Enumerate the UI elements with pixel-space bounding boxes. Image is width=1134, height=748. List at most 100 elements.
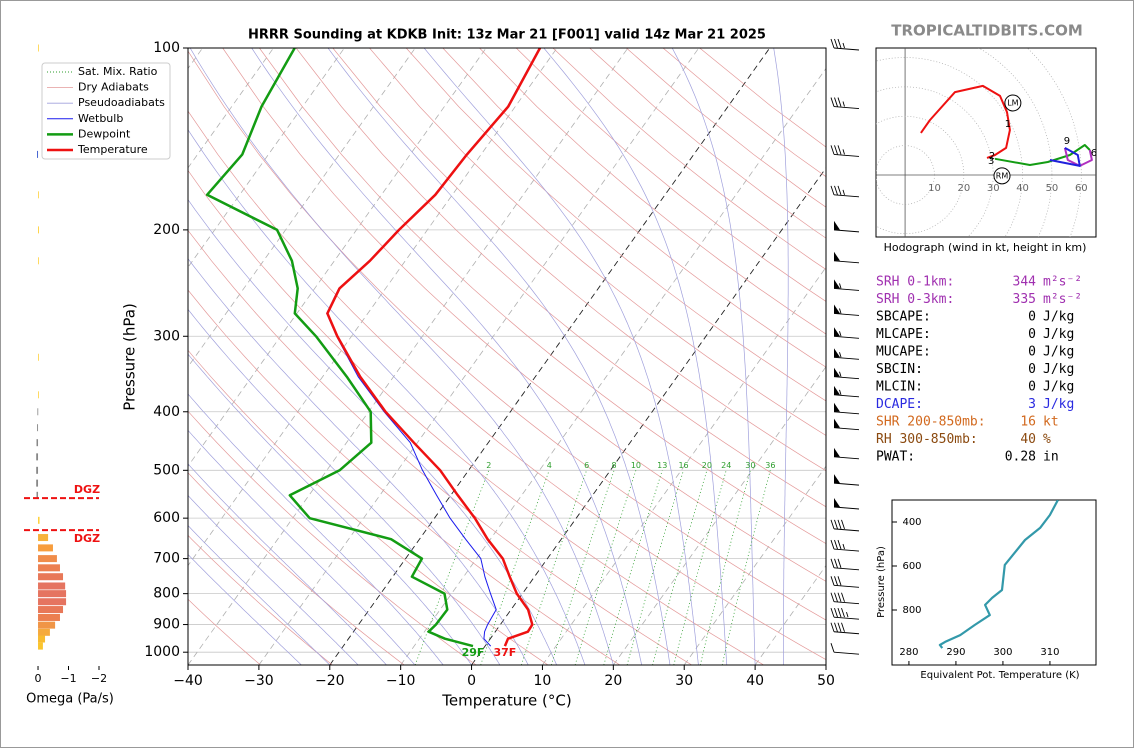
barb-half (842, 149, 845, 155)
hodo-ring (876, 145, 935, 205)
omega-bar (37, 408, 39, 416)
barb-flag (834, 279, 840, 289)
mixing-ratio-line (574, 470, 637, 665)
stat-unit: J/kg (1043, 397, 1074, 412)
stat-label: MLCAPE: (876, 327, 931, 342)
barb-feather (837, 608, 842, 618)
stat-value: 0 (1028, 310, 1036, 325)
barb-staff (833, 411, 860, 415)
barb-half (842, 42, 845, 49)
barb-feather (841, 592, 845, 602)
wind-barb (830, 97, 860, 110)
barb-feather (837, 145, 842, 155)
omega-bar (38, 544, 53, 552)
omega-tick-label: −2 (91, 672, 107, 685)
barb-feather (837, 38, 842, 49)
pseudoadiabat (188, 495, 359, 665)
mixing-ratio-line (721, 470, 771, 665)
theta-e-line (938, 500, 1059, 649)
hodo-trace (994, 144, 1091, 166)
omega-tick-label: 0 (35, 672, 42, 685)
barb-staff (833, 260, 860, 264)
stat-value: 0 (1028, 345, 1036, 360)
dry-adiabat (188, 410, 477, 665)
wind-barb (833, 327, 860, 339)
storm-motion-label: LM (1007, 98, 1018, 107)
barb-feather (830, 97, 835, 107)
wind-barb (833, 367, 860, 380)
pseudoadiabat (188, 525, 331, 665)
x-tick-label: −20 (315, 673, 345, 689)
barb-feather (830, 539, 835, 550)
y-tick-label: 600 (153, 510, 180, 526)
omega-bar (38, 555, 57, 563)
barb-feather (841, 622, 845, 632)
barb-flag (834, 348, 840, 358)
dry-adiabat (188, 169, 764, 665)
legend-label: Temperature (77, 143, 148, 156)
skewt-data: 2 4 6 8 10 13 16 20 24 30 36 (205, 48, 775, 648)
wind-barb (833, 402, 860, 415)
barb-half (839, 371, 842, 377)
omega-bar (38, 628, 50, 636)
isotherm (329, 48, 771, 665)
hodo-tick-label: 60 (1075, 183, 1088, 194)
mixing-ratio-label: 24 (721, 461, 731, 470)
legend-label: Pseudoadiabats (78, 96, 165, 109)
stat-label: SHR 200-850mb: (876, 415, 986, 430)
barb-feather (837, 558, 842, 568)
dgz-label: DGZ (74, 532, 100, 545)
barb-flag (834, 402, 840, 412)
dry-adiabat (188, 472, 405, 665)
dry-adiabat (369, 48, 826, 436)
stat-unit: kt (1043, 415, 1059, 430)
barb-half (842, 101, 845, 107)
barb-staff (833, 601, 860, 605)
legend-label: Dry Adiabats (78, 81, 149, 94)
barb-feather (834, 185, 838, 195)
stat-label: SBCAPE: (876, 310, 931, 325)
omega-bar (38, 391, 39, 399)
pseudoadiabat (543, 48, 728, 665)
barb-staff (833, 394, 860, 398)
barb-staff (833, 287, 860, 291)
barb-feather (841, 519, 845, 530)
barb-half (839, 283, 842, 289)
omega-bar (38, 44, 39, 52)
stat-unit: J/kg (1043, 310, 1074, 325)
dry-adiabat (479, 48, 826, 335)
wind-barb (830, 185, 860, 198)
barb-flag (834, 367, 840, 377)
wind-barb (833, 447, 860, 460)
mixing-ratio-label: 20 (702, 461, 712, 470)
stat-unit: m²s⁻² (1043, 292, 1082, 307)
y-tick-label: 100 (153, 40, 180, 56)
barb-feather (837, 576, 842, 586)
barb-feather (830, 592, 835, 602)
barb-feather (830, 576, 835, 586)
stat-label: DCAPE: (876, 397, 923, 412)
barb-staff (833, 376, 860, 380)
barb-flag (834, 220, 840, 230)
hodograph-frame (875, 47, 1097, 238)
mixing-ratio-line (652, 470, 708, 665)
barb-flag (834, 385, 840, 395)
plot-frame (187, 47, 827, 666)
wind-barb (833, 418, 860, 431)
barb-half (839, 389, 842, 395)
mixing-ratio-label: 10 (631, 461, 641, 470)
stat-label: SBCIN: (876, 362, 923, 377)
barb-half (846, 612, 849, 618)
omega-bar (38, 598, 67, 606)
omega-panel: 0 −1 −2 DGZ DGZ (24, 44, 107, 685)
dry-adiabat (405, 48, 826, 402)
hodo-height-label: 9 (1064, 136, 1070, 147)
hodograph-caption: Hodograph (wind in kt, height in km) (884, 241, 1087, 254)
barb-feather (830, 185, 835, 195)
hodo-tick-label: 20 (957, 183, 970, 194)
wind-barb (833, 385, 860, 398)
theta-x-tick-label: 280 (899, 647, 918, 658)
dry-adiabat (188, 349, 549, 665)
